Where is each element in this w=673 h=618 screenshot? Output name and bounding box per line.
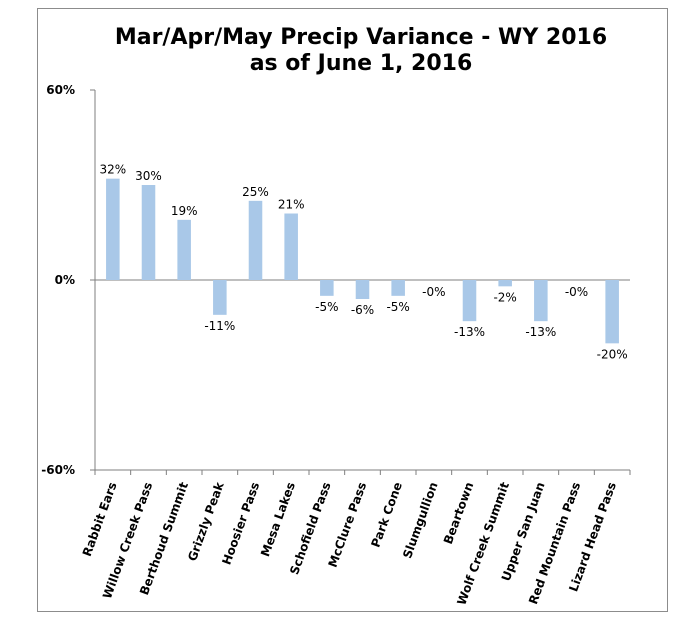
data-label: 30%	[135, 169, 162, 183]
bar	[391, 280, 405, 296]
bar	[106, 178, 120, 280]
y-tick-label: 60%	[46, 83, 75, 97]
chart-frame	[37, 8, 668, 612]
bar	[498, 280, 512, 287]
bar	[141, 185, 156, 280]
data-label: 21%	[278, 198, 305, 212]
category-label: McClure Pass	[326, 480, 370, 569]
data-label: -20%	[597, 347, 628, 361]
bar	[355, 280, 370, 299]
data-label: -2%	[493, 290, 516, 304]
data-label: -11%	[204, 319, 235, 333]
bar	[213, 280, 227, 315]
category-label: Hoosier Pass	[219, 480, 262, 566]
chart-title-line-1: Mar/Apr/May Precip Variance - WY 2016	[115, 25, 607, 50]
y-tick-label: 0%	[55, 273, 75, 287]
bar	[177, 219, 191, 280]
data-label: -5%	[386, 300, 409, 314]
bar	[534, 280, 548, 322]
category-label: Mesa Lakes	[258, 480, 298, 558]
category-label: Rabbit Ears	[80, 480, 120, 558]
data-label: -6%	[351, 303, 374, 317]
bar	[462, 280, 477, 322]
y-tick-label: -60%	[41, 463, 75, 477]
chart-title-line-2: as of June 1, 2016	[250, 51, 473, 76]
bar	[605, 280, 619, 344]
bar	[284, 213, 298, 280]
category-label: Beartown	[441, 480, 476, 546]
data-label: 19%	[171, 204, 198, 218]
category-label: Grizzly Peak	[185, 479, 227, 563]
data-label: -13%	[525, 325, 556, 339]
data-label: 32%	[99, 163, 126, 177]
data-label: -0%	[565, 285, 588, 299]
data-label: -5%	[315, 300, 338, 314]
data-label: -13%	[454, 325, 485, 339]
data-label: 25%	[242, 185, 269, 199]
bar	[248, 200, 263, 280]
category-label: Slumgullion	[400, 480, 441, 560]
category-label: Park Cone	[368, 480, 405, 549]
data-label: -0%	[422, 285, 445, 299]
bar	[320, 280, 334, 296]
